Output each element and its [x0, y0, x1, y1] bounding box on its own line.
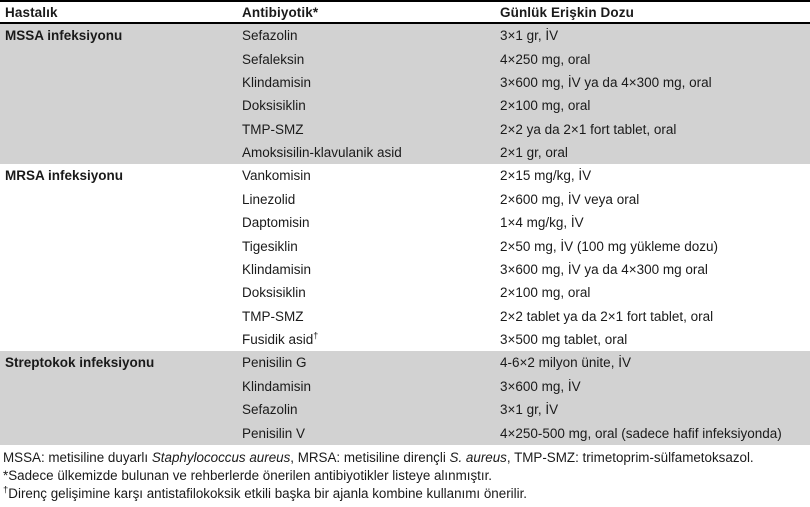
dose-cell: 2×100 mg, oral — [500, 98, 591, 114]
plain-text: *Sadece ülkemizde bulunan ve rehberlerde… — [3, 467, 493, 483]
plain-text: , TMP-SMZ: trimetoprim-sülfametoksazol. — [506, 449, 754, 465]
column-header-antibiotic: Antibiyotik* — [242, 4, 319, 20]
dose-cell: 2×15 mg/kg, İV — [500, 168, 592, 184]
plain-text: Direnç gelişimine karşı antistafilokoksi… — [8, 486, 528, 502]
antibiotic-cell: Linezolid — [242, 191, 296, 207]
table-row: Klindamisin 3×600 mg, İV — [0, 374, 810, 398]
antibiotic-cell: Klindamisin — [242, 74, 312, 90]
table-row: Amoksisilin-klavulanik asid 2×1 gr, oral — [0, 140, 810, 165]
table-row: Doksisiklin 2×100 mg, oral — [0, 281, 810, 304]
footnote-line: *Sadece ülkemizde bulunan ve rehberlerde… — [3, 467, 810, 485]
table-row: Penisilin V 4×250-500 mg, oral (sadece ha… — [0, 421, 810, 445]
table-row: TMP-SMZ 2×2 tablet ya da 2×1 fort tablet,… — [0, 305, 810, 328]
antibiotic-cell: Fusidik asid† — [242, 332, 319, 348]
table-row: Klindamisin 3×600 mg, İV ya da 4×300 mg o… — [0, 258, 810, 281]
table-footnotes: MSSA: metisiline duyarlı Staphylococcus … — [0, 445, 810, 504]
plain-text: , MRSA: metisiline dirençli — [290, 449, 450, 465]
antibiotic-cell: TMP-SMZ — [242, 308, 304, 324]
dose-cell: 4×250 mg, oral — [500, 51, 591, 67]
table-row: Streptokok infeksiyonu Penisilin G 4-6×2 m… — [0, 351, 810, 375]
dose-cell: 3×1 gr, İV — [500, 28, 559, 44]
table-row: Sefaleksin 4×250 mg, oral — [0, 47, 810, 71]
antibiotic-cell: Sefazolin — [242, 402, 298, 418]
table-row: Daptomisin 1×4 mg/kg, İV — [0, 211, 810, 234]
dose-cell: 2×600 mg, İV veya oral — [500, 191, 640, 207]
dose-cell: 2×2 tablet ya da 2×1 fort tablet, oral — [500, 308, 714, 324]
table-row: Klindamisin 3×600 mg, İV ya da 4×300 mg, … — [0, 70, 810, 95]
table-row: Tigesiklin 2×50 mg, İV (100 mg yükleme do… — [0, 234, 810, 257]
antibiotic-cell: TMP-SMZ — [242, 121, 304, 137]
table-row: TMP-SMZ 2×2 ya da 2×1 fort tablet, oral — [0, 117, 810, 141]
table-row: MRSA infeksiyonu Vankomisin 2×15 mg/kg, İV — [0, 164, 810, 187]
dose-cell: 2×1 gr, oral — [500, 145, 568, 161]
superscript-text: † — [3, 484, 9, 496]
antibiotic-cell: Sefazolin — [242, 28, 298, 44]
antibiotic-cell: Klindamisin — [242, 378, 312, 394]
antibiotic-cell: Doksisiklin — [242, 285, 306, 301]
italic-text: S. aureus — [449, 449, 507, 465]
dose-cell: 2×50 mg, İV (100 mg yükleme dozu) — [500, 238, 718, 254]
antibiotic-cell: Tigesiklin — [242, 238, 298, 254]
dose-cell: 1×4 mg/kg, İV — [500, 215, 584, 231]
footnote-marker: † — [313, 332, 319, 341]
antibiotic-cell: Klindamisin — [242, 261, 312, 277]
antibiotic-cell: Sefaleksin — [242, 51, 305, 67]
antibiotic-cell: Penisilin G — [242, 355, 307, 371]
dose-cell: 2×100 mg, oral — [500, 285, 591, 301]
disease-cell: MRSA infeksiyonu — [5, 168, 124, 184]
table-row: Fusidik asid† 3×500 mg tablet, oral — [0, 328, 810, 351]
footnote-line: MSSA: metisiline duyarlı Staphylococcus … — [3, 449, 810, 467]
dose-cell: 3×600 mg, İV ya da 4×300 mg oral — [500, 261, 708, 277]
dose-cell: 2×2 ya da 2×1 fort tablet, oral — [500, 121, 677, 137]
italic-text: Staphylococcus aureus — [151, 449, 291, 465]
plain-text: MSSA: metisiline duyarlı — [3, 449, 152, 465]
antibiotic-cell: Doksisiklin — [242, 98, 306, 114]
dose-cell: 3×500 mg tablet, oral — [500, 332, 628, 348]
table-row: Linezolid 2×600 mg, İV veya oral — [0, 188, 810, 211]
antibiotic-table: Hastalık Antibiyotik* Günlük Erişkin Doz… — [0, 0, 810, 445]
table-body: MSSA infeksiyonu Sefazolin 3×1 gr, İV Sefal… — [0, 24, 810, 445]
column-header-disease: Hastalık — [5, 4, 58, 20]
dose-cell: 3×600 mg, İV — [500, 378, 581, 394]
dose-cell: 3×600 mg, İV ya da 4×300 mg, oral — [500, 74, 712, 90]
table-row: MSSA infeksiyonu Sefazolin 3×1 gr, İV — [0, 24, 810, 48]
antibiotic-cell: Penisilin V — [242, 425, 306, 441]
disease-cell: Streptokok infeksiyonu — [5, 355, 155, 371]
footnote-line: †Direnç gelişimine karşı antistafilokoks… — [3, 485, 810, 503]
antibiotic-cell: Daptomisin — [242, 215, 310, 231]
table-row: Doksisiklin 2×100 mg, oral — [0, 94, 810, 118]
dose-cell: 4×250-500 mg, oral (sadece hafif infeksi… — [500, 425, 782, 441]
table-header-row: Hastalık Antibiyotik* Günlük Erişkin Doz… — [0, 0, 810, 24]
dose-cell: 4-6×2 milyon ünite, İV — [500, 355, 631, 371]
dose-cell: 3×1 gr, İV — [500, 402, 559, 418]
disease-cell: MSSA infeksiyonu — [5, 28, 123, 44]
antibiotic-cell: Vankomisin — [242, 168, 311, 184]
antibiotic-cell: Amoksisilin-klavulanik asid — [242, 145, 402, 161]
column-header-dose: Günlük Erişkin Dozu — [500, 4, 634, 20]
table-row: Sefazolin 3×1 gr, İV — [0, 398, 810, 422]
